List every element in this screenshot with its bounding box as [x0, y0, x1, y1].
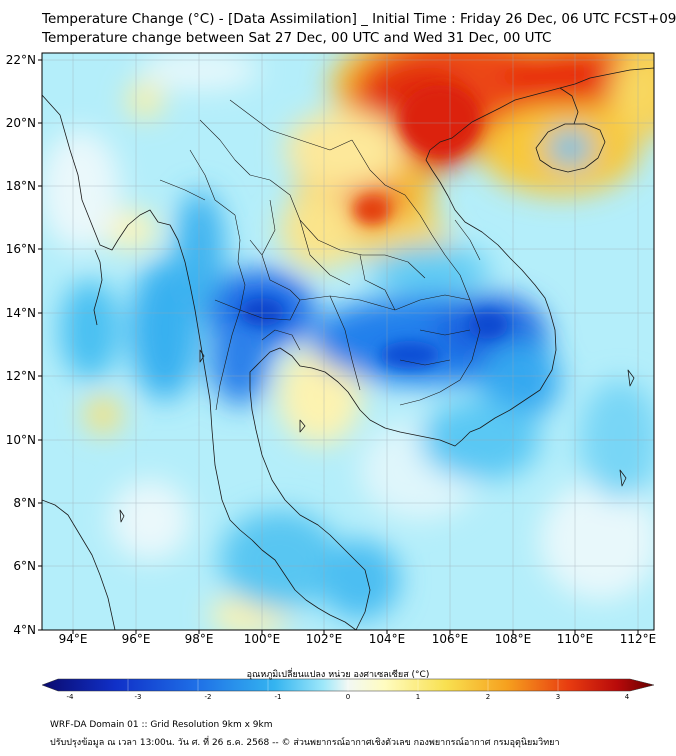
colorbar-tick: 3 — [555, 693, 561, 701]
lon-label: 96°E — [121, 632, 151, 646]
lat-label: 20°N — [5, 116, 36, 130]
lon-label: 112°E — [619, 632, 657, 646]
colorbar-tick: 1 — [415, 693, 421, 701]
lon-label: 102°E — [305, 632, 343, 646]
lat-label: 12°N — [5, 369, 36, 383]
colorbar-tick: -1 — [274, 693, 282, 701]
lon-label: 106°E — [431, 632, 469, 646]
colorbar — [41, 678, 655, 692]
coastlines — [42, 67, 654, 630]
lon-label: 108°E — [494, 632, 532, 646]
axis-ticks — [38, 59, 639, 634]
map-title: Temperature Change (°C) - [Data Assimila… — [42, 11, 676, 27]
colorbar-tick: -2 — [204, 693, 212, 701]
lat-label: 22°N — [5, 53, 36, 67]
colorbar-tick: -3 — [134, 693, 142, 701]
lat-label: 16°N — [5, 242, 36, 256]
admin-borders — [159, 99, 481, 411]
lon-label: 104°E — [368, 632, 406, 646]
colorbar-tick: 0 — [345, 693, 351, 701]
lon-label: 100°E — [243, 632, 281, 646]
lat-label: 14°N — [5, 306, 36, 320]
lat-label: 8°N — [13, 496, 36, 510]
colorbar-tick: 2 — [485, 693, 491, 701]
lat-label: 10°N — [5, 433, 36, 447]
map-subtitle: Temperature change between Sat 27 Dec, 0… — [42, 30, 552, 46]
lon-label: 98°E — [184, 632, 214, 646]
colorbar-tick: -4 — [66, 693, 74, 701]
update-info: ปรับปรุงข้อมูล ณ เวลา 13:00น. วัน ศ. ที่… — [50, 738, 560, 748]
lat-label: 18°N — [5, 179, 36, 193]
temperature-field — [42, 53, 654, 630]
lon-label: 110°E — [556, 632, 594, 646]
lat-label: 4°N — [13, 623, 36, 637]
lon-label: 94°E — [58, 632, 88, 646]
lat-label: 6°N — [13, 559, 36, 573]
model-info: WRF-DA Domain 01 :: Grid Resolution 9km … — [50, 720, 273, 730]
colorbar-tick: 4 — [624, 693, 630, 701]
graticule — [42, 53, 654, 630]
colorbar-title: อุณหภูมิเปลี่ยนแปลง หน่วย องศาเซลเซียส (… — [246, 670, 430, 680]
map-frame — [41, 52, 655, 631]
